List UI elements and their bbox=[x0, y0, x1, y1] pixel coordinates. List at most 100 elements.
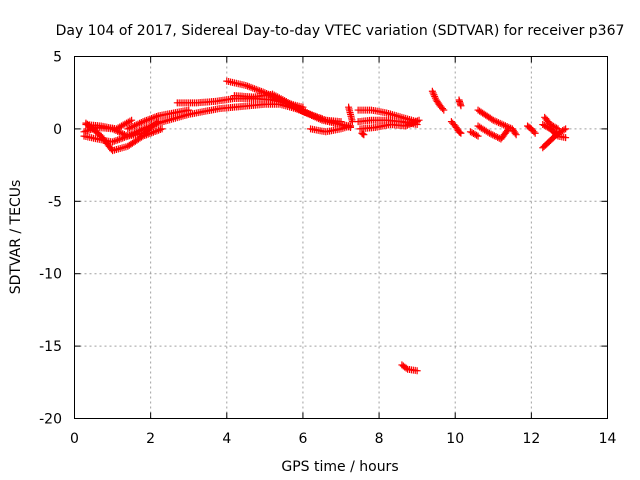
data-point bbox=[149, 114, 157, 122]
data-point bbox=[148, 129, 156, 137]
x-tick-label: 4 bbox=[222, 431, 231, 447]
data-point bbox=[359, 130, 367, 138]
data-point bbox=[128, 116, 136, 124]
data-point bbox=[127, 123, 135, 131]
data-point bbox=[114, 136, 122, 144]
data-point bbox=[487, 130, 495, 138]
data-point bbox=[553, 131, 561, 139]
x-tick-label: 8 bbox=[375, 431, 384, 447]
data-point bbox=[489, 131, 497, 139]
data-point bbox=[498, 120, 506, 128]
data-point bbox=[347, 122, 355, 130]
x-tick-label: 12 bbox=[522, 431, 540, 447]
data-point bbox=[493, 118, 501, 126]
data-point bbox=[413, 117, 421, 125]
data-point bbox=[120, 131, 128, 139]
data-point bbox=[141, 117, 149, 125]
data-point bbox=[505, 125, 513, 133]
data-point bbox=[562, 125, 570, 133]
data-point bbox=[512, 131, 520, 139]
data-point bbox=[320, 116, 328, 124]
data-point bbox=[307, 110, 315, 118]
data-point bbox=[415, 116, 423, 124]
data-point bbox=[315, 114, 323, 122]
data-point bbox=[250, 85, 258, 93]
data-point bbox=[126, 117, 134, 125]
data-point bbox=[244, 82, 252, 90]
data-point bbox=[153, 113, 161, 121]
y-tick-label: -10 bbox=[39, 267, 62, 283]
plot-frame bbox=[74, 56, 608, 419]
x-axis-label: GPS time / hours bbox=[281, 459, 398, 475]
data-point bbox=[403, 121, 411, 129]
y-tick-label: -20 bbox=[39, 412, 62, 428]
data-point bbox=[494, 119, 502, 127]
data-point bbox=[485, 129, 493, 137]
data-point bbox=[511, 129, 519, 137]
data-point bbox=[491, 117, 499, 125]
x-tick-label: 2 bbox=[146, 431, 155, 447]
data-point bbox=[144, 116, 152, 124]
data-point bbox=[531, 129, 539, 137]
data-point bbox=[312, 112, 320, 120]
y-tick-label: 5 bbox=[53, 50, 62, 66]
x-tick-label: 10 bbox=[446, 431, 464, 447]
y-axis-label: SDTVAR / TECUs bbox=[8, 180, 24, 295]
data-point bbox=[110, 137, 118, 145]
data-point bbox=[318, 115, 326, 123]
data-point bbox=[305, 109, 313, 117]
data-point bbox=[308, 111, 316, 119]
data-point bbox=[112, 137, 120, 145]
data-point bbox=[142, 116, 150, 124]
data-point bbox=[153, 119, 161, 127]
data-point bbox=[124, 125, 132, 133]
data-point bbox=[560, 126, 568, 134]
y-tick-label: -15 bbox=[39, 339, 62, 355]
data-point bbox=[313, 113, 321, 121]
data-point bbox=[496, 119, 504, 127]
data-point bbox=[247, 83, 255, 91]
data-point bbox=[136, 119, 144, 127]
data-point bbox=[151, 128, 159, 136]
data-point bbox=[408, 119, 416, 127]
data-point bbox=[360, 131, 368, 139]
data-point bbox=[473, 131, 481, 139]
data-point bbox=[153, 127, 161, 135]
data-point bbox=[142, 131, 150, 139]
data-point bbox=[129, 122, 137, 130]
data-point bbox=[134, 120, 142, 128]
data-point bbox=[402, 122, 410, 130]
data-point bbox=[489, 116, 497, 124]
data-point bbox=[552, 124, 560, 132]
data-point bbox=[158, 125, 166, 133]
data-point bbox=[115, 135, 123, 143]
data-point bbox=[254, 86, 262, 94]
data-point bbox=[402, 364, 410, 372]
data-point bbox=[490, 132, 498, 140]
data-point bbox=[562, 134, 570, 142]
data-point bbox=[407, 120, 415, 128]
chart-title: Day 104 of 2017, Sidereal Day-to-day VTE… bbox=[56, 23, 625, 39]
data-point bbox=[156, 126, 164, 134]
data-point bbox=[109, 138, 117, 146]
data-point bbox=[149, 128, 157, 136]
y-tick-label: 0 bbox=[53, 122, 62, 138]
data-point bbox=[492, 133, 500, 141]
y-tick-label: -5 bbox=[48, 194, 62, 210]
data-point bbox=[245, 83, 253, 91]
data-point bbox=[146, 130, 154, 138]
x-tick-label: 14 bbox=[599, 431, 617, 447]
data-point bbox=[138, 133, 146, 141]
data-point bbox=[147, 114, 155, 122]
data-point bbox=[310, 112, 318, 120]
x-tick-label: 0 bbox=[70, 431, 79, 447]
points-layer bbox=[80, 77, 570, 375]
data-point bbox=[141, 131, 149, 139]
data-point bbox=[456, 129, 464, 137]
data-point bbox=[530, 128, 538, 136]
data-point bbox=[337, 118, 345, 126]
data-point bbox=[410, 118, 418, 126]
data-point bbox=[185, 106, 193, 114]
